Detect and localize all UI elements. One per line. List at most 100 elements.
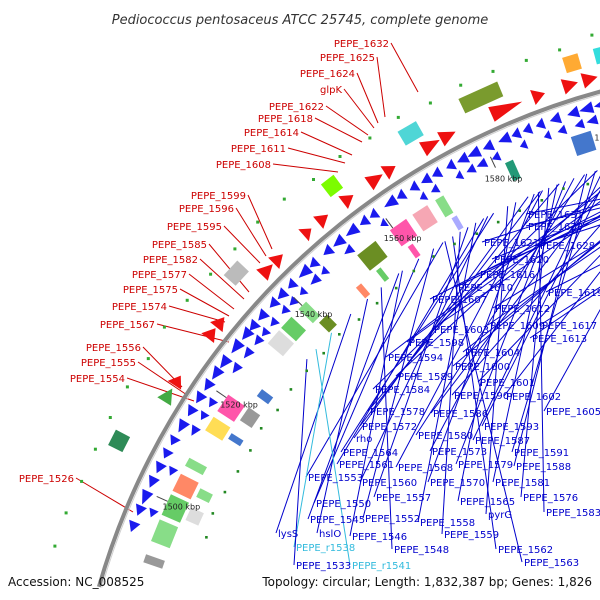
forward-gene-label: PEPE_1582 — [143, 255, 198, 266]
reverse-gene-arrow — [249, 318, 261, 331]
reverse-gene-arrow — [299, 286, 309, 295]
forward-leader-line — [287, 147, 346, 164]
forward-feature-block — [108, 429, 131, 453]
reverse-leader-line — [429, 178, 575, 452]
reverse-gene-arrow — [258, 308, 270, 321]
forward-gene-arrow — [437, 131, 456, 147]
gc-skew-dot — [459, 83, 463, 87]
reverse-leader-line — [307, 273, 400, 520]
reverse-gene-arrow — [178, 418, 190, 433]
forward-leader-line — [343, 88, 375, 129]
cog-feature-block — [298, 301, 321, 324]
gc-content-dot — [357, 318, 361, 321]
gc-content-dot — [276, 408, 279, 412]
reverse-gene-label: PEPE_1617 — [542, 321, 597, 332]
reverse-gene-arrow — [142, 488, 154, 505]
forward-leader-line — [168, 305, 226, 323]
reverse-gene-label: PEPE_1620 — [494, 255, 549, 266]
cog-feature-block — [185, 507, 204, 526]
reverse-gene-arrow — [323, 243, 336, 256]
reverse-gene-arrow — [359, 214, 372, 226]
reverse-leader-line — [372, 170, 598, 390]
reverse-gene-arrow — [519, 139, 529, 149]
reverse-gene-label: PEPE_1603 — [434, 325, 489, 336]
forward-gene-arrow — [580, 73, 598, 89]
reverse-leader-line — [539, 286, 600, 326]
reverse-gene-label: PEPE_1564 — [343, 448, 398, 459]
reverse-gene-arrow — [511, 127, 523, 139]
forward-gene-label: PEPE_1625 — [320, 53, 375, 64]
forward-gene-label: PEPE_1556 — [86, 343, 141, 354]
forward-feature-block — [458, 81, 504, 114]
reverse-leader-line — [313, 258, 420, 504]
gc-skew-dot — [428, 101, 432, 105]
forward-leader-line — [314, 117, 363, 143]
reverse-leader-line — [487, 246, 600, 326]
reverse-leader-line — [316, 298, 368, 534]
reverse-leader-line — [492, 184, 558, 483]
cog-feature-block — [172, 473, 199, 500]
forward-gene-arrow — [380, 166, 396, 180]
cog-feature-block — [412, 205, 438, 232]
reverse-leader-line — [485, 206, 509, 515]
reverse-gene-arrow — [200, 410, 210, 420]
reverse-leader-line — [462, 241, 600, 353]
reverse-leader-line — [451, 224, 600, 396]
gc-content-dot — [432, 255, 435, 258]
reverse-gene-label: PEPE_1600 — [455, 362, 510, 373]
forward-gene-label: PEPE_1599 — [191, 191, 246, 202]
reverse-gene-label: PEPE_1557 — [376, 493, 431, 504]
gc-content-dot — [322, 351, 325, 355]
cog-feature-block — [570, 130, 597, 156]
gc-skew-dot — [282, 197, 286, 201]
reverse-gene-arrow — [593, 102, 600, 108]
reverse-gene-label: PEPE_1628 — [540, 241, 595, 252]
reverse-leader-line — [417, 222, 477, 523]
forward-gene-arrow — [268, 254, 283, 269]
reverse-gene-arrow — [369, 207, 381, 218]
gc-content-dot — [586, 182, 590, 186]
reverse-gene-arrow — [220, 354, 233, 369]
reverse-gene-label: PEPE_1612 — [495, 304, 550, 315]
gc-skew-dot — [209, 272, 213, 276]
forward-gene-arrow — [167, 375, 182, 390]
reverse-leader-line — [444, 241, 523, 563]
gc-skew-dot — [312, 178, 315, 181]
reverse-gene-label: PEPE_1586 — [433, 409, 488, 420]
reverse-gene-arrow — [543, 130, 553, 140]
reverse-leader-line — [275, 313, 352, 534]
forward-gene-label: PEPE_1614 — [244, 128, 299, 139]
reverse-gene-arrow — [467, 145, 483, 157]
cog-feature-block — [435, 195, 454, 218]
gc-skew-dot — [558, 48, 562, 52]
kbp-tick-label: 1500 kbp — [163, 502, 201, 511]
reverse-gene-label: PEPE_1590 — [454, 391, 509, 402]
gc-skew-dot — [338, 155, 342, 158]
reverse-leader-line — [477, 254, 600, 383]
genome-summary-text: Topology: circular; Length: 1,832,387 bp… — [261, 575, 592, 589]
gc-skew-dot — [162, 325, 166, 329]
reverse-gene-arrow — [549, 111, 563, 124]
reverse-leader-line — [481, 203, 600, 243]
gc-content-dot — [289, 388, 293, 391]
reverse-gene-label: PEPE_1563 — [524, 558, 579, 569]
reverse-gene-label: lysS — [278, 529, 298, 540]
cog-feature-block — [319, 314, 337, 333]
forward-gene-label: PEPE_1595 — [167, 222, 222, 233]
gc-content-dot — [211, 512, 215, 515]
gc-content-dot — [453, 242, 456, 246]
reverse-gene-label: PEPE_1629 — [528, 222, 583, 233]
forward-leader-line — [75, 477, 134, 513]
reverse-leader-line — [293, 332, 332, 548]
forward-gene-label: PEPE_1611 — [231, 144, 286, 155]
reverse-leader-line — [359, 216, 489, 483]
reverse-gene-arrow — [298, 263, 314, 278]
reverse-gene-label: PEPE_1573 — [432, 447, 487, 458]
gc-skew-dot — [125, 385, 129, 389]
reverse-leader-line — [455, 216, 600, 288]
reverse-leader-line — [511, 170, 596, 453]
reverse-gene-label: PEPE_1593 — [484, 422, 539, 433]
reverse-gene-arrow — [446, 158, 457, 170]
forward-leader-line — [247, 194, 273, 250]
